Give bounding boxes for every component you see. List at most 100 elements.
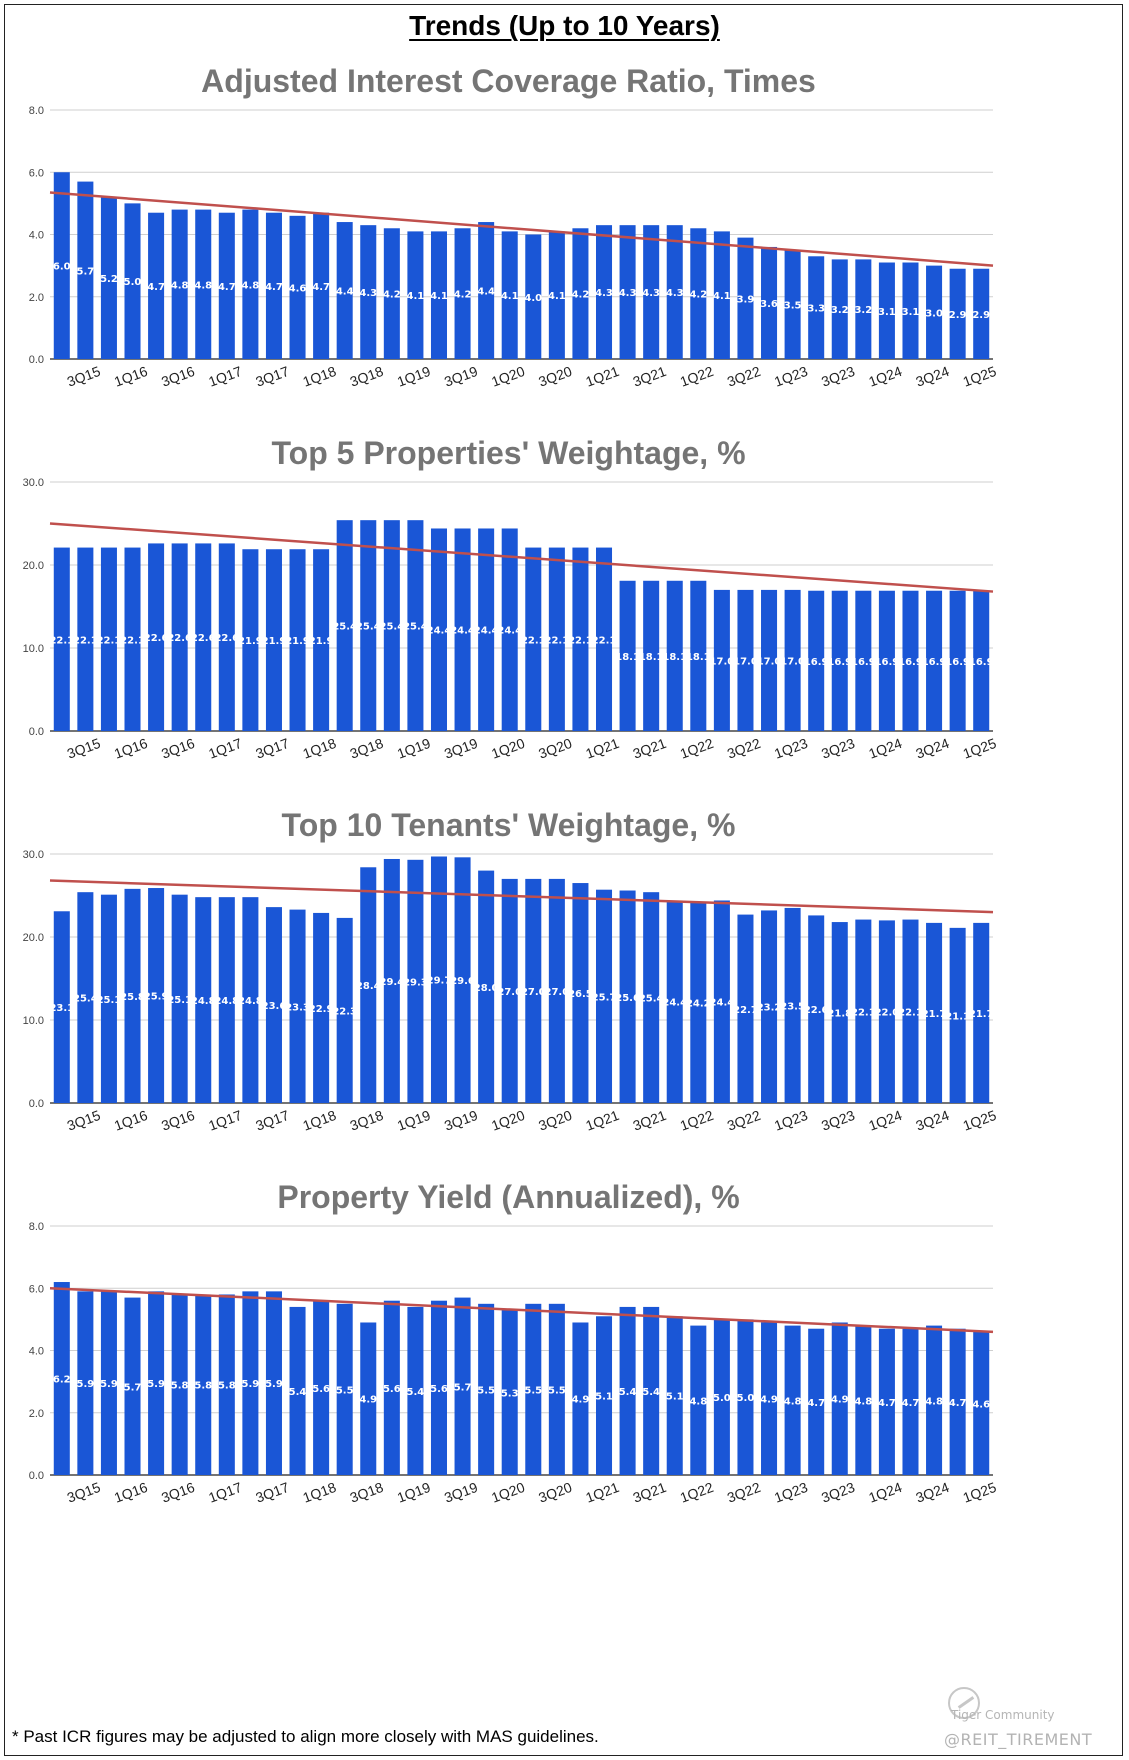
bar — [761, 589, 778, 731]
bar — [713, 231, 730, 359]
x-tick-label: 1Q21 — [583, 363, 621, 390]
data-label: 3.3 — [807, 304, 825, 315]
data-label: 4.6 — [972, 1399, 990, 1410]
data-label: 22.1 — [120, 635, 145, 646]
data-label: 3.6 — [760, 299, 778, 310]
data-label: 4.2 — [689, 290, 707, 301]
data-label: 22.1 — [521, 635, 546, 646]
y-tick-label: 10.0 — [23, 1015, 44, 1027]
bar — [666, 900, 683, 1103]
data-label: 5.6 — [312, 1384, 330, 1395]
chart-title: Property Yield (Annualized), % — [277, 1179, 739, 1215]
data-label: 3.5 — [784, 301, 802, 312]
data-label: 4.3 — [595, 288, 613, 299]
x-tick-label: 1Q19 — [395, 1107, 433, 1134]
data-label: 4.7 — [265, 282, 283, 293]
bar — [595, 889, 613, 1103]
data-label: 25.4 — [639, 994, 664, 1005]
data-label: 25.7 — [592, 992, 617, 1003]
x-tick-label: 3Q21 — [631, 735, 669, 762]
y-tick-label: 0.0 — [29, 354, 44, 366]
data-label: 4.7 — [949, 1398, 967, 1409]
x-tick-label: 3Q23 — [819, 363, 857, 390]
trendline — [49, 1287, 994, 1334]
data-label: 5.4 — [289, 1387, 307, 1398]
data-label: 5.7 — [454, 1382, 472, 1393]
data-label: 5.3 — [501, 1389, 519, 1400]
bar — [171, 543, 188, 731]
x-tick-label: 1Q24 — [866, 735, 904, 762]
x-tick-label: 1Q20 — [489, 1479, 527, 1506]
data-label: 24.4 — [497, 626, 522, 637]
data-label: 4.7 — [878, 1398, 896, 1409]
bar — [713, 589, 730, 731]
x-tick-label: 1Q16 — [112, 1479, 150, 1506]
data-label: 24.4 — [662, 998, 687, 1009]
bar — [360, 225, 377, 359]
x-tick-label: 1Q23 — [772, 363, 810, 390]
data-label: 22.1 — [49, 635, 74, 646]
data-label: 5.8 — [218, 1381, 236, 1392]
bar — [949, 1328, 966, 1475]
bar — [430, 231, 448, 359]
bar — [171, 1294, 188, 1475]
bar — [572, 547, 589, 731]
data-label: 16.9 — [898, 657, 923, 668]
bar — [195, 543, 212, 731]
icr-chart: Adjusted Interest Coverage Ratio, Times 0… — [0, 62, 1129, 482]
bar — [572, 1322, 589, 1475]
bar — [808, 1328, 825, 1475]
bar — [548, 878, 565, 1103]
bar — [77, 892, 94, 1103]
data-label: 4.2 — [572, 290, 590, 301]
chart-title: Top 5 Properties' Weightage, % — [271, 435, 745, 471]
data-label: 24.4 — [427, 626, 452, 637]
bar — [926, 590, 943, 731]
bar — [501, 878, 518, 1103]
tiger-logo-icon — [948, 1687, 980, 1719]
bar — [336, 1303, 353, 1475]
bar — [407, 859, 424, 1103]
x-tick-label: 1Q22 — [678, 363, 716, 390]
x-tick-label: 1Q19 — [395, 363, 433, 390]
bar — [926, 1325, 943, 1475]
data-label: 22.1 — [545, 635, 570, 646]
data-label: 4.1 — [548, 291, 566, 302]
x-tick-label: 1Q24 — [866, 1107, 904, 1134]
data-label: 24.8 — [214, 996, 239, 1007]
trendline — [49, 879, 994, 914]
data-label: 29.3 — [403, 977, 428, 988]
bar — [454, 228, 471, 359]
bar — [761, 910, 778, 1103]
x-tick-label: 3Q20 — [536, 363, 574, 390]
bar — [690, 580, 707, 731]
bar — [53, 172, 70, 359]
bar — [878, 590, 895, 731]
data-label: 27.0 — [497, 987, 522, 998]
bar — [761, 246, 778, 359]
bar — [430, 1300, 448, 1475]
bar — [902, 590, 919, 731]
y-tick-label: 30.0 — [23, 477, 44, 489]
x-tick-label: 1Q20 — [489, 735, 527, 762]
bar — [195, 897, 212, 1103]
x-tick-label: 3Q24 — [914, 1479, 952, 1506]
data-label: 21.7 — [969, 1009, 994, 1020]
bar — [289, 1306, 306, 1475]
data-label: 5.7 — [77, 266, 95, 277]
data-label: 2.9 — [972, 310, 990, 321]
data-label: 22.9 — [309, 1004, 334, 1015]
data-label: 4.6 — [289, 283, 307, 294]
x-tick-label: 3Q16 — [159, 1479, 197, 1506]
data-label: 5.5 — [477, 1385, 495, 1396]
data-label: 17.0 — [733, 656, 758, 667]
data-label: 25.4 — [73, 994, 98, 1005]
bar — [360, 867, 377, 1103]
data-label: 21.8 — [827, 1009, 852, 1020]
data-label: 22.6 — [214, 633, 239, 644]
bar — [218, 897, 235, 1103]
data-label: 4.9 — [572, 1395, 590, 1406]
data-label: 5.5 — [524, 1385, 542, 1396]
data-label: 4.9 — [359, 1395, 377, 1406]
bar — [501, 1310, 518, 1475]
